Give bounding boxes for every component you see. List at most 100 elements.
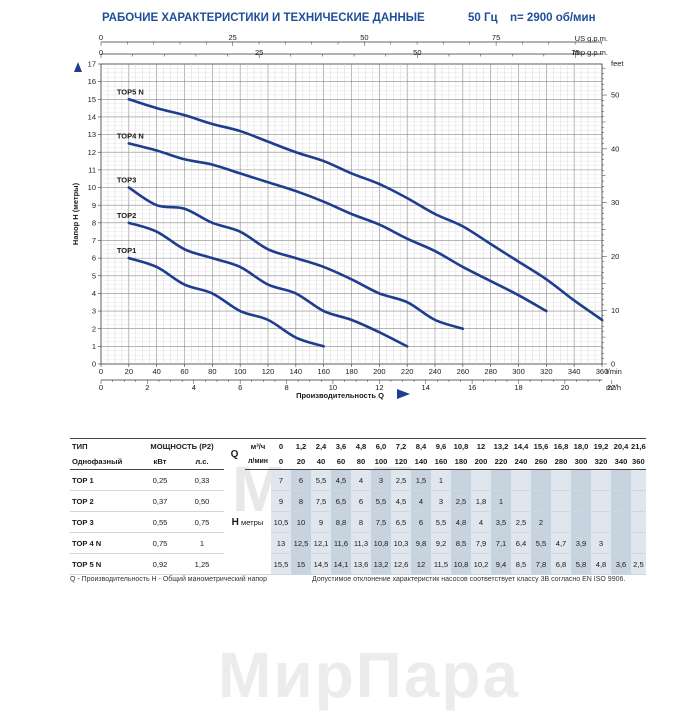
- q-lmin-value: 220: [491, 454, 511, 470]
- m3h-tick-label: 16: [468, 383, 476, 392]
- head-value: 6,5: [391, 511, 411, 533]
- q-lmin-value: 120: [391, 454, 411, 470]
- q-m3h-value: 13,2: [491, 438, 511, 454]
- q-lmin-value: 140: [411, 454, 431, 470]
- head-value: 7,8: [531, 553, 551, 575]
- q-lmin-value: 80: [351, 454, 371, 470]
- head-value: 10,8: [371, 532, 391, 554]
- us-gpm-tick-label: 50: [360, 33, 368, 42]
- head-value: 2,5: [511, 511, 531, 533]
- m3h-tick-label: 22: [607, 383, 615, 392]
- y-axis-title: Напор H (метры): [71, 182, 80, 245]
- feet-tick-label: 10: [611, 306, 619, 315]
- q-m3h-value: 4,8: [351, 438, 371, 454]
- power-kw: 0,92: [140, 553, 180, 575]
- power-hp: 1: [180, 532, 224, 554]
- imp-gpm-tick-label: 75: [571, 48, 579, 57]
- head-value: [451, 469, 471, 491]
- q-m3h-value: 16,8: [551, 438, 571, 454]
- x-tick-label: 100: [234, 367, 247, 376]
- head-value: 14,1: [331, 553, 351, 575]
- head-value: 4: [351, 469, 371, 491]
- m3h-tick-label: 10: [329, 383, 337, 392]
- y-tick-label: 2: [92, 324, 96, 333]
- power-kw: 0,25: [140, 469, 180, 491]
- head-value: [531, 490, 551, 512]
- head-value: 5,5: [431, 511, 451, 533]
- head-value: [491, 469, 511, 491]
- y-tick-label: 15: [88, 95, 96, 104]
- m3h-unit-label: м³/ч: [245, 438, 271, 454]
- head-value: [591, 511, 611, 533]
- y-axis-arrow-icon: [74, 62, 82, 72]
- us-gpm-tick-label: 75: [492, 33, 500, 42]
- m3h-tick-label: 0: [99, 383, 103, 392]
- head-value: 8: [351, 511, 371, 533]
- q-lmin-value: 360: [631, 454, 646, 470]
- head-value: 8,5: [451, 532, 471, 554]
- pump-model: TOP 2: [70, 490, 140, 512]
- q-m3h-value: 19,2: [591, 438, 611, 454]
- x-tick-label: 180: [345, 367, 358, 376]
- power-hp: 1,25: [180, 553, 224, 575]
- head-value: 4: [471, 511, 491, 533]
- pump-model: TOP 3: [70, 511, 140, 533]
- x-tick-label: 200: [373, 367, 386, 376]
- table-row: TOP 2 0,37 0,50 9 8 7,5 6,5 6 5,5 4,5 4 3 2,5 1,8 1: [70, 490, 646, 512]
- imp-gpm-unit-label: Imp g.p.m.: [573, 48, 608, 57]
- feet-tick-label: 0: [611, 360, 615, 369]
- head-value: 2,5: [631, 553, 646, 575]
- head-value: 13,2: [371, 553, 391, 575]
- x-tick-label: 320: [540, 367, 553, 376]
- head-label: H метры: [224, 469, 271, 575]
- imp-gpm-tick-label: 25: [255, 48, 263, 57]
- head-value: 9,2: [431, 532, 451, 554]
- us-gpm-tick-label: 0: [99, 33, 103, 42]
- head-value: 4,8: [591, 553, 611, 575]
- y-tick-label: 10: [88, 183, 96, 192]
- head-value: 15: [291, 553, 311, 575]
- head-value: 9: [311, 511, 331, 533]
- feet-tick-label: 30: [611, 198, 619, 207]
- series-label-top1: TOP1: [117, 246, 136, 255]
- head-value: 2: [531, 511, 551, 533]
- head-value: 1: [431, 469, 451, 491]
- head-value: 5,8: [571, 553, 591, 575]
- head-value: 5,5: [531, 532, 551, 554]
- imp-gpm-tick-label: 0: [99, 48, 103, 57]
- head-value: 4: [411, 490, 431, 512]
- head-value: 11,3: [351, 532, 371, 554]
- head-value: 6: [351, 490, 371, 512]
- series-line-top3: [127, 186, 465, 331]
- y-tick-label: 7: [92, 236, 96, 245]
- head-value: 3,5: [491, 511, 511, 533]
- head-value: [551, 490, 571, 512]
- q-lmin-value: 60: [331, 454, 351, 470]
- head-value: 3: [591, 532, 611, 554]
- y-tick-label: 16: [88, 77, 96, 86]
- head-value: 1: [491, 490, 511, 512]
- h-symbol: H: [231, 516, 239, 528]
- y-tick-label: 6: [92, 254, 96, 263]
- head-value: 6,5: [331, 490, 351, 512]
- head-value: 8,5: [511, 553, 531, 575]
- head-value: [591, 469, 611, 491]
- series-label-top2: TOP2: [117, 211, 136, 220]
- head-value: 6,4: [511, 532, 531, 554]
- x-tick-label: 20: [125, 367, 133, 376]
- head-value: [591, 490, 611, 512]
- q-lmin-value: 320: [591, 454, 611, 470]
- power-hp: 0,50: [180, 490, 224, 512]
- y-tick-label: 11: [88, 165, 96, 174]
- series-line-top4n: [127, 142, 548, 313]
- footer-tolerance: Допустимое отклонение характеристик насо…: [312, 576, 626, 583]
- m3h-tick-label: 8: [284, 383, 288, 392]
- q-m3h-value: 10,8: [451, 438, 471, 454]
- q-lmin-value: 260: [531, 454, 551, 470]
- head-value: [511, 469, 531, 491]
- y-tick-label: 13: [88, 130, 96, 139]
- head-value: 4,5: [391, 490, 411, 512]
- m3h-tick-label: 18: [514, 383, 522, 392]
- head-value: [611, 490, 631, 512]
